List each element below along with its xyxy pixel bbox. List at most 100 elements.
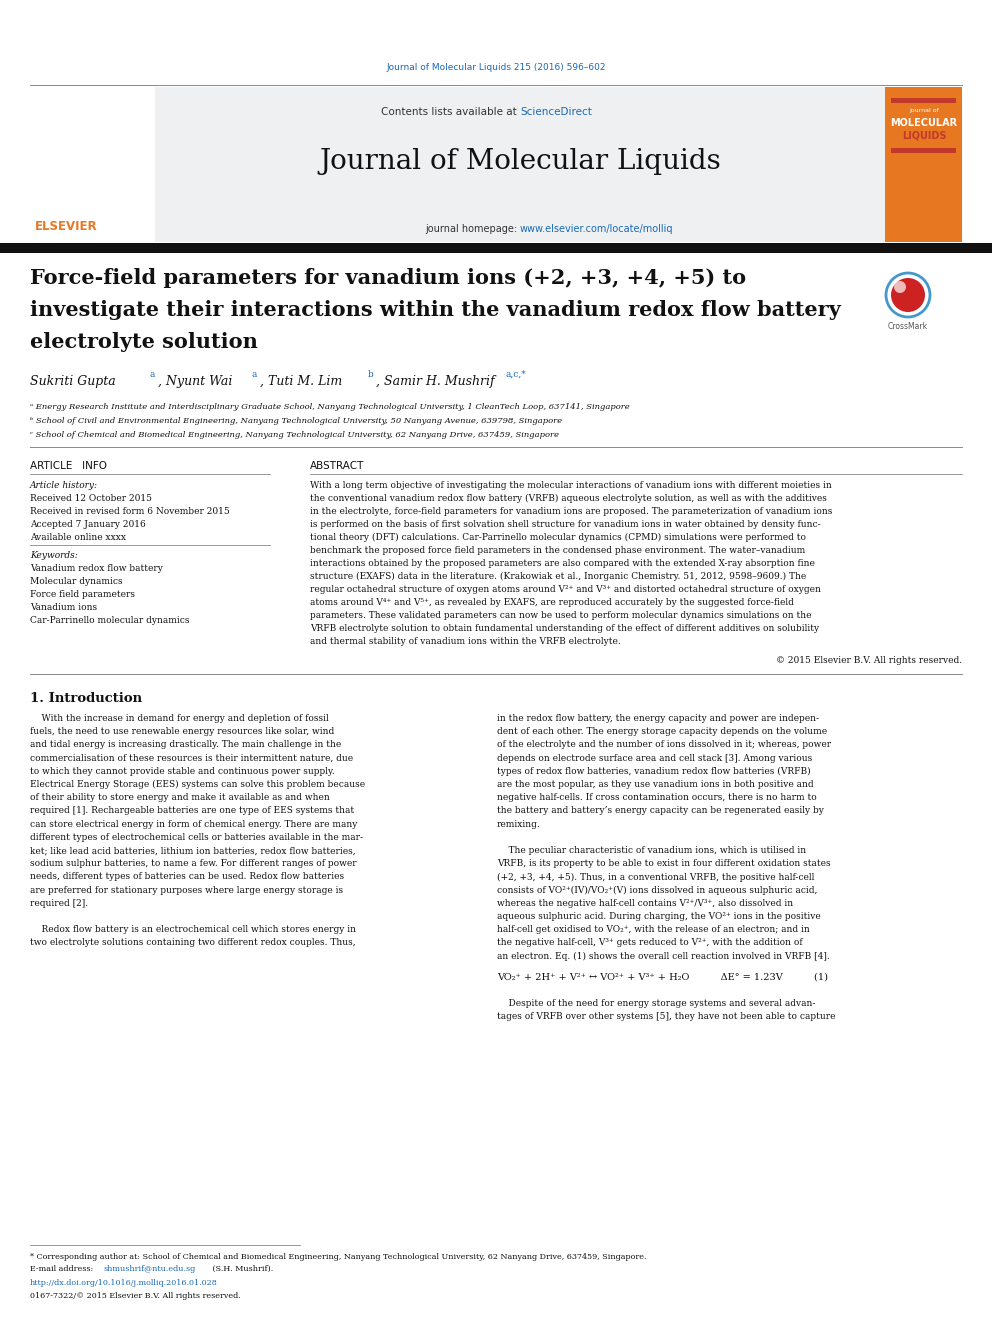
Text: , Tuti M. Lim: , Tuti M. Lim [260, 374, 342, 388]
Text: VO₂⁺ + 2H⁺ + V²⁺ ↔ VO²⁺ + V³⁺ + H₂O          ΔE° = 1.23V          (1): VO₂⁺ + 2H⁺ + V²⁺ ↔ VO²⁺ + V³⁺ + H₂O ΔE° … [497, 972, 828, 982]
Text: www.elsevier.com/locate/molliq: www.elsevier.com/locate/molliq [520, 224, 674, 234]
Text: remixing.: remixing. [497, 820, 541, 828]
Text: half-cell get oxidised to VO₂⁺, with the release of an electron; and in: half-cell get oxidised to VO₂⁺, with the… [497, 925, 809, 934]
Text: ᶜ School of Chemical and Biomedical Engineering, Nanyang Technological Universit: ᶜ School of Chemical and Biomedical Engi… [30, 431, 559, 439]
Text: the negative half-cell, V³⁺ gets reduced to V²⁺, with the addition of: the negative half-cell, V³⁺ gets reduced… [497, 938, 803, 947]
Text: regular octahedral structure of oxygen atoms around V²⁺ and V³⁺ and distorted oc: regular octahedral structure of oxygen a… [310, 585, 820, 594]
Text: The peculiar characteristic of vanadium ions, which is utilised in: The peculiar characteristic of vanadium … [497, 845, 806, 855]
Text: VRFB electrolyte solution to obtain fundamental understanding of the effect of d: VRFB electrolyte solution to obtain fund… [310, 624, 819, 632]
Text: Received 12 October 2015: Received 12 October 2015 [30, 493, 152, 503]
Text: VRFB, is its property to be able to exist in four different oxidation states: VRFB, is its property to be able to exis… [497, 859, 830, 868]
Text: sodium sulphur batteries, to name a few. For different ranges of power: sodium sulphur batteries, to name a few.… [30, 859, 357, 868]
Text: commercialisation of these resources is their intermittent nature, due: commercialisation of these resources is … [30, 754, 353, 762]
Text: ᵃ Energy Research Institute and Interdisciplinary Graduate School, Nanyang Techn: ᵃ Energy Research Institute and Interdis… [30, 404, 630, 411]
Text: Electrical Energy Storage (EES) systems can solve this problem because: Electrical Energy Storage (EES) systems … [30, 781, 365, 789]
Text: * Corresponding author at: School of Chemical and Biomedical Engineering, Nanyan: * Corresponding author at: School of Che… [30, 1253, 647, 1261]
Text: Car-Parrinello molecular dynamics: Car-Parrinello molecular dynamics [30, 617, 189, 624]
Text: of their ability to store energy and make it available as and when: of their ability to store energy and mak… [30, 794, 329, 802]
Bar [155, 87, 885, 242]
Text: whereas the negative half-cell contains V²⁺/V³⁺, also dissolved in: whereas the negative half-cell contains … [497, 898, 794, 908]
Text: dent of each other. The energy storage capacity depends on the volume: dent of each other. The energy storage c… [497, 728, 827, 736]
Text: Sukriti Gupta: Sukriti Gupta [30, 374, 116, 388]
Text: interactions obtained by the proposed parameters are also compared with the exte: interactions obtained by the proposed pa… [310, 560, 814, 568]
Text: parameters. These validated parameters can now be used to perform molecular dyna: parameters. These validated parameters c… [310, 611, 811, 620]
Text: are the most popular, as they use vanadium ions in both positive and: are the most popular, as they use vanadi… [497, 781, 813, 789]
Text: With a long term objective of investigating the molecular interactions of vanadi: With a long term objective of investigat… [310, 482, 831, 490]
Text: structure (EXAFS) data in the literature. (Krakowiak et al., Inorganic Chemistry: structure (EXAFS) data in the literature… [310, 572, 806, 581]
Text: Contents lists available at: Contents lists available at [381, 107, 520, 116]
Text: Despite of the need for energy storage systems and several advan-: Despite of the need for energy storage s… [497, 999, 815, 1008]
Text: atoms around V⁴⁺ and V⁵⁺, as revealed by EXAFS, are reproduced accurately by the: atoms around V⁴⁺ and V⁵⁺, as revealed by… [310, 598, 794, 607]
Text: of the electrolyte and the number of ions dissolved in it; whereas, power: of the electrolyte and the number of ion… [497, 741, 831, 749]
Text: http://dx.doi.org/10.1016/j.molliq.2016.01.028: http://dx.doi.org/10.1016/j.molliq.2016.… [30, 1279, 218, 1287]
Text: ScienceDirect: ScienceDirect [520, 107, 592, 116]
Text: (S.H. Mushrif).: (S.H. Mushrif). [210, 1265, 273, 1273]
Text: CrossMark: CrossMark [888, 321, 929, 331]
Text: needs, different types of batteries can be used. Redox flow batteries: needs, different types of batteries can … [30, 872, 344, 881]
Text: Journal of Molecular Liquids 215 (2016) 596–602: Journal of Molecular Liquids 215 (2016) … [386, 64, 606, 71]
Circle shape [894, 280, 906, 292]
Bar [30, 87, 155, 242]
Text: electrolyte solution: electrolyte solution [30, 332, 258, 352]
Text: depends on electrode surface area and cell stack [3]. Among various: depends on electrode surface area and ce… [497, 754, 812, 762]
Bar [885, 87, 962, 242]
Text: tional theory (DFT) calculations. Car-Parrinello molecular dynamics (CPMD) simul: tional theory (DFT) calculations. Car-Pa… [310, 533, 806, 542]
Text: different types of electrochemical cells or batteries available in the mar-: different types of electrochemical cells… [30, 832, 363, 841]
Text: a: a [150, 370, 156, 378]
Text: Force field parameters: Force field parameters [30, 590, 135, 599]
Text: benchmark the proposed force field parameters in the condensed phase environment: benchmark the proposed force field param… [310, 546, 806, 556]
Text: (+2, +3, +4, +5). Thus, in a conventional VRFB, the positive half-cell: (+2, +3, +4, +5). Thus, in a conventiona… [497, 872, 814, 881]
Bar [891, 148, 956, 153]
Text: is performed on the basis of first solvation shell structure for vanadium ions i: is performed on the basis of first solva… [310, 520, 820, 529]
Text: Force-field parameters for vanadium ions (+2, +3, +4, +5) to: Force-field parameters for vanadium ions… [30, 269, 746, 288]
Text: shmushrif@ntu.edu.sg: shmushrif@ntu.edu.sg [104, 1265, 196, 1273]
Text: © 2015 Elsevier B.V. All rights reserved.: © 2015 Elsevier B.V. All rights reserved… [776, 656, 962, 665]
Text: and tidal energy is increasing drastically. The main challenge in the: and tidal energy is increasing drastical… [30, 741, 341, 749]
Text: can store electrical energy in form of chemical energy. There are many: can store electrical energy in form of c… [30, 820, 357, 828]
Text: are preferred for stationary purposes where large energy storage is: are preferred for stationary purposes wh… [30, 885, 343, 894]
Circle shape [891, 278, 925, 312]
Text: MOLECULAR: MOLECULAR [891, 118, 957, 128]
Text: in the electrolyte, force-field parameters for vanadium ions are proposed. The p: in the electrolyte, force-field paramete… [310, 507, 832, 516]
Text: Redox flow battery is an electrochemical cell which stores energy in: Redox flow battery is an electrochemical… [30, 925, 356, 934]
Text: two electrolyte solutions containing two different redox couples. Thus,: two electrolyte solutions containing two… [30, 938, 355, 947]
Text: a: a [252, 370, 257, 378]
Text: an electron. Eq. (1) shows the overall cell reaction involved in VRFB [4].: an electron. Eq. (1) shows the overall c… [497, 951, 829, 960]
Text: b: b [368, 370, 374, 378]
Text: Journal of Molecular Liquids: Journal of Molecular Liquids [319, 148, 721, 175]
Text: ABSTRACT: ABSTRACT [310, 460, 364, 471]
Text: journal of: journal of [909, 108, 938, 112]
Text: required [1]. Rechargeable batteries are one type of EES systems that: required [1]. Rechargeable batteries are… [30, 807, 354, 815]
Text: types of redox flow batteries, vanadium redox flow batteries (VRFB): types of redox flow batteries, vanadium … [497, 767, 810, 775]
Text: , Nyunt Wai: , Nyunt Wai [158, 374, 232, 388]
Text: 0167-7322/© 2015 Elsevier B.V. All rights reserved.: 0167-7322/© 2015 Elsevier B.V. All right… [30, 1293, 241, 1301]
Text: With the increase in demand for energy and depletion of fossil: With the increase in demand for energy a… [30, 714, 328, 722]
Text: ket; like lead acid batteries, lithium ion batteries, redox flow batteries,: ket; like lead acid batteries, lithium i… [30, 845, 355, 855]
Text: Vanadium ions: Vanadium ions [30, 603, 97, 613]
Text: fuels, the need to use renewable energy resources like solar, wind: fuels, the need to use renewable energy … [30, 728, 334, 736]
Text: 1. Introduction: 1. Introduction [30, 692, 142, 705]
Text: to which they cannot provide stable and continuous power supply.: to which they cannot provide stable and … [30, 767, 334, 775]
Text: journal homepage:: journal homepage: [425, 224, 520, 234]
Text: , Samir H. Mushrif: , Samir H. Mushrif [376, 374, 495, 388]
Text: in the redox flow battery, the energy capacity and power are indepen-: in the redox flow battery, the energy ca… [497, 714, 819, 722]
Text: required [2].: required [2]. [30, 898, 88, 908]
Text: the battery and battery’s energy capacity can be regenerated easily by: the battery and battery’s energy capacit… [497, 807, 824, 815]
Text: ELSEVIER: ELSEVIER [35, 220, 97, 233]
Text: E-mail address:: E-mail address: [30, 1265, 96, 1273]
Text: ᵇ School of Civil and Environmental Engineering, Nanyang Technological Universit: ᵇ School of Civil and Environmental Engi… [30, 417, 562, 425]
Text: Accepted 7 January 2016: Accepted 7 January 2016 [30, 520, 146, 529]
Text: tages of VRFB over other systems [5], they have not been able to capture: tages of VRFB over other systems [5], th… [497, 1012, 835, 1021]
Text: negative half-cells. If cross contamination occurs, there is no harm to: negative half-cells. If cross contaminat… [497, 794, 816, 802]
Text: Received in revised form 6 November 2015: Received in revised form 6 November 2015 [30, 507, 230, 516]
Text: consists of VO²⁺(IV)/VO₂⁺(V) ions dissolved in aqueous sulphuric acid,: consists of VO²⁺(IV)/VO₂⁺(V) ions dissol… [497, 885, 817, 894]
Text: a,c,*: a,c,* [506, 370, 527, 378]
Text: Vanadium redox flow battery: Vanadium redox flow battery [30, 564, 163, 573]
Bar [891, 98, 956, 103]
Text: ARTICLE   INFO: ARTICLE INFO [30, 460, 107, 471]
Text: Molecular dynamics: Molecular dynamics [30, 577, 123, 586]
Text: aqueous sulphuric acid. During charging, the VO²⁺ ions in the positive: aqueous sulphuric acid. During charging,… [497, 912, 820, 921]
Text: Article history:: Article history: [30, 482, 98, 490]
Text: and thermal stability of vanadium ions within the VRFB electrolyte.: and thermal stability of vanadium ions w… [310, 636, 621, 646]
Text: LIQUIDS: LIQUIDS [902, 131, 946, 142]
